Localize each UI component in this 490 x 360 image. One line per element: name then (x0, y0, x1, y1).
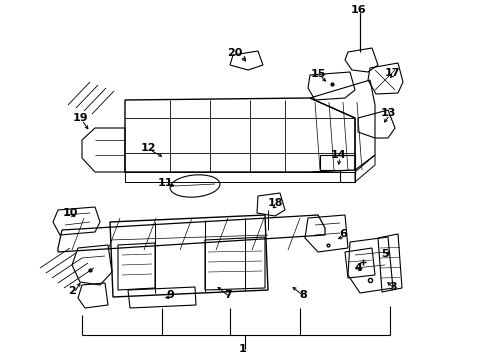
Text: 16: 16 (350, 5, 366, 15)
Text: 14: 14 (330, 150, 346, 160)
Text: 20: 20 (227, 48, 243, 58)
Text: 4: 4 (354, 263, 362, 273)
Text: 9: 9 (166, 290, 174, 300)
Text: 10: 10 (62, 208, 78, 218)
Text: 3: 3 (389, 282, 397, 292)
Text: 17: 17 (384, 68, 400, 78)
Text: 8: 8 (299, 290, 307, 300)
Text: 19: 19 (72, 113, 88, 123)
Text: 1: 1 (239, 344, 247, 354)
Text: 15: 15 (310, 69, 326, 79)
Text: 6: 6 (339, 229, 347, 239)
Text: 11: 11 (157, 178, 173, 188)
Text: 7: 7 (224, 290, 232, 300)
Text: 2: 2 (68, 286, 76, 296)
Text: 12: 12 (140, 143, 156, 153)
Text: 5: 5 (381, 249, 389, 259)
Text: 13: 13 (380, 108, 396, 118)
Text: 18: 18 (267, 198, 283, 208)
